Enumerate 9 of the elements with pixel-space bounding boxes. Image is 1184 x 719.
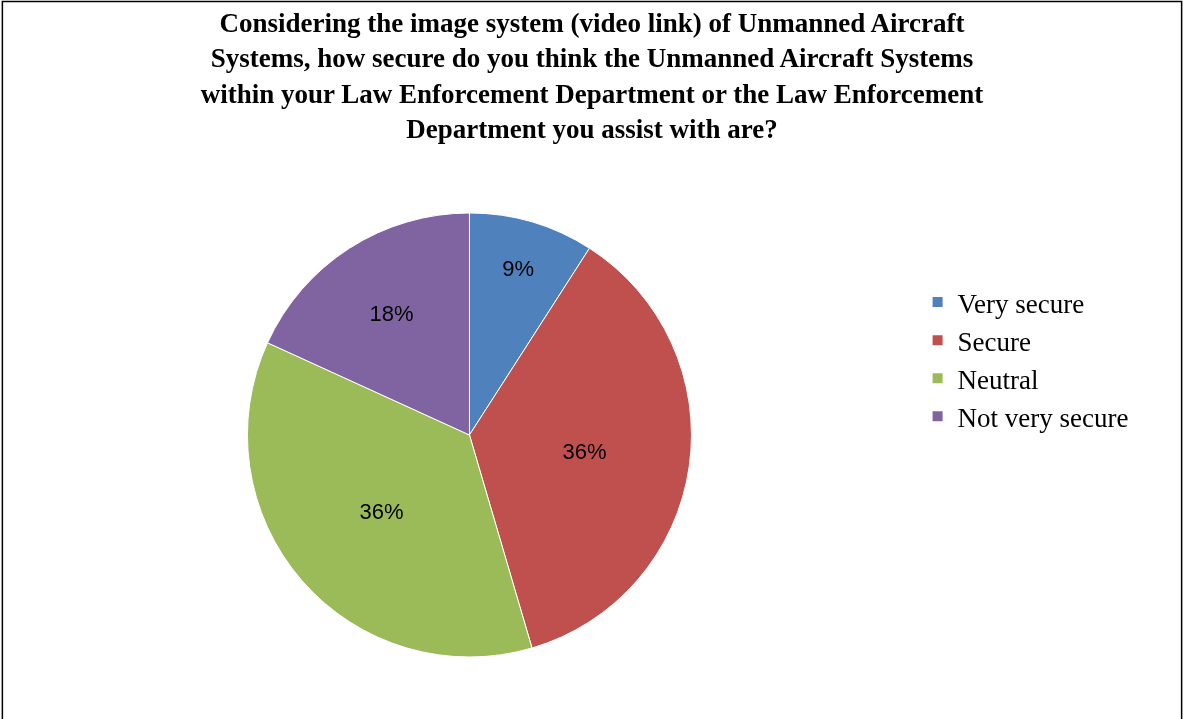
legend-label: Very secure: [957, 288, 1085, 319]
legend-label: Secure: [957, 326, 1032, 357]
data-label: 9%: [502, 256, 535, 282]
legend-label: Not very secure: [957, 402, 1129, 433]
data-label: 18%: [369, 301, 414, 327]
data-label: 36%: [562, 439, 607, 465]
legend-label: Neutral: [957, 364, 1039, 395]
chart-title: Considering the image system (video link) of Unmanned Aircraft Systems, how secure do you think the Unmanned Aircraft Systems within your Law Enforcement Department or the Law Enforcement Department you assist with are?: [200, 8, 984, 144]
data-label: 36%: [359, 498, 404, 524]
